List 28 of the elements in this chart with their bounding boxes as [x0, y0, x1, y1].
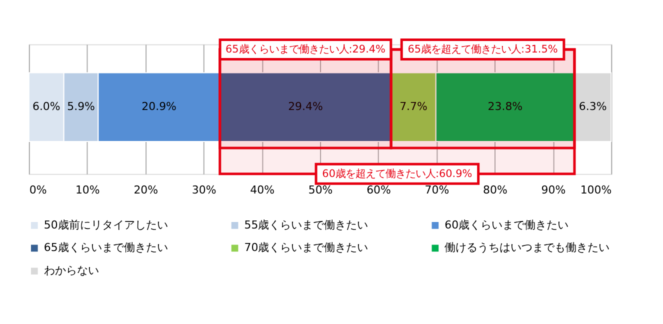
data-label: 23.8%	[488, 100, 523, 114]
data-label: 29.4%	[288, 100, 323, 114]
x-tick-label: 90%	[541, 183, 566, 196]
legend-label: 働けるうちはいつまでも働きたい	[444, 241, 610, 254]
x-tick-label: 80%	[483, 183, 508, 196]
legend-label: 65歳くらいまで働きたい	[44, 241, 168, 254]
x-tick-label: 30%	[192, 183, 216, 196]
data-label: 6.3%	[578, 100, 607, 114]
band-label: 65歳を超えて働きたい人:31.5%	[408, 43, 558, 56]
legend-label: 55歳くらいまで働きたい	[244, 218, 368, 232]
x-tick-label: 20%	[134, 183, 158, 196]
x-tick-label: 60%	[366, 183, 391, 196]
x-tick-label: 70%	[424, 183, 450, 196]
data-label: 6.0%	[32, 100, 60, 114]
x-tick-label: 40%	[250, 183, 274, 196]
band-label: 65歳くらいまで働きたい人:29.4%	[225, 43, 386, 56]
band-label: 60歳を超えて働きたい人:60.9%	[322, 168, 472, 180]
legend-label: 50歳前にリタイアしたい	[44, 218, 168, 232]
data-label: 7.7%	[400, 100, 428, 114]
legend-label: 70歳くらいまで働きたい	[244, 241, 368, 254]
x-tick-label: 0%	[29, 183, 47, 196]
data-label: 5.9%	[67, 100, 95, 114]
x-tick-label: 50%	[308, 183, 333, 196]
data-label: 20.9%	[142, 100, 176, 114]
legend-label: わからない	[44, 264, 99, 278]
x-tick-label: 100%	[580, 183, 612, 196]
legend-label: 60歳くらいまで働きたい	[444, 218, 569, 232]
x-tick-label: 10%	[75, 183, 100, 196]
